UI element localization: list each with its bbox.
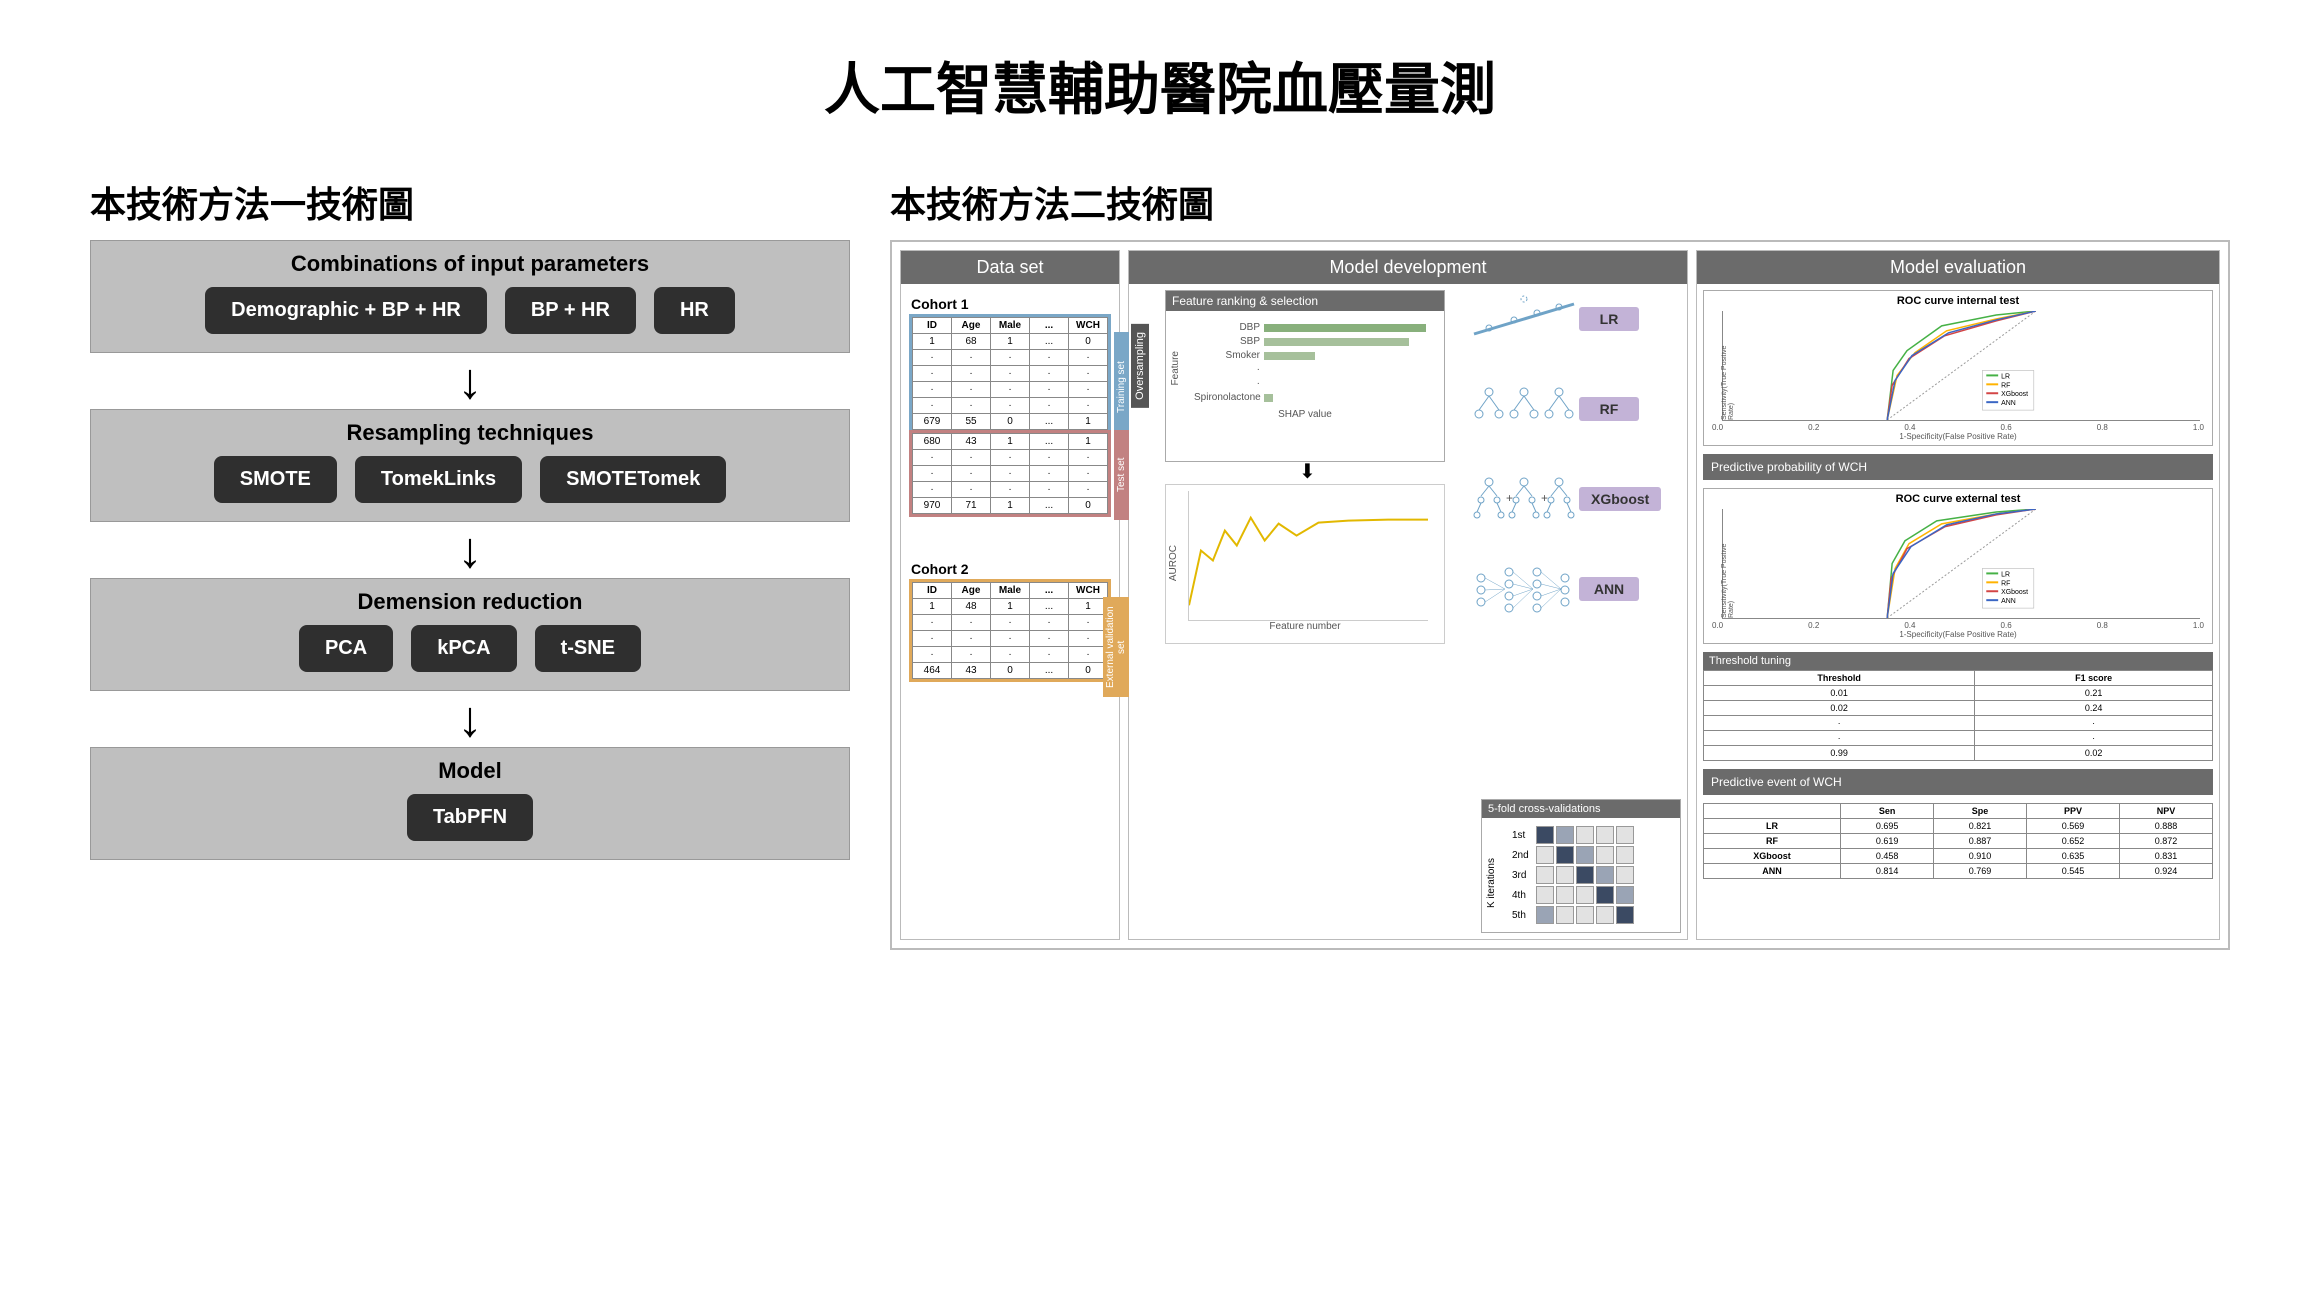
threshold-box: Threshold tuningThresholdF1 score0.010.2… — [1703, 652, 2213, 761]
feature-ranking-box: Feature ranking & selectionFeatureDBPSBP… — [1165, 290, 1445, 462]
cohort-label: Cohort 1 — [911, 296, 1111, 312]
event-banner: Predictive event of WCH — [1703, 769, 2213, 795]
pill: Demographic + BP + HR — [205, 287, 487, 334]
pill: SMOTETomek — [540, 456, 726, 503]
svg-text:RF: RF — [2001, 580, 2010, 587]
svg-text:+: + — [1541, 491, 1548, 505]
set-tag: Test set — [1114, 430, 1129, 520]
roc-chart: ROC curve internal testLRRFXGboostANNSen… — [1703, 290, 2213, 446]
down-arrow-icon: ⬇ — [1299, 459, 1316, 484]
cohort-label: Cohort 2 — [911, 561, 1111, 577]
model-row: RF — [1469, 384, 1669, 434]
oversampling-tag: Oversampling — [1131, 324, 1149, 408]
stage-title: Combinations of input parameters — [105, 251, 835, 277]
model-tag: ANN — [1579, 577, 1639, 601]
svg-text:XGboost: XGboost — [2001, 589, 2028, 596]
svg-text:+: + — [1506, 491, 1513, 505]
svg-text:LR: LR — [2001, 571, 2010, 578]
pipeline-stage: Demension reduction PCA kPCA t-SNE — [90, 578, 850, 691]
model-row: LR — [1469, 294, 1669, 344]
pill: BP + HR — [505, 287, 636, 334]
model-row: ++XGboost — [1469, 474, 1669, 524]
model-row: ANN — [1469, 564, 1669, 614]
cohort-table: 680431...1···············970711...0 — [912, 433, 1108, 514]
pipeline-stage: Model TabPFN — [90, 747, 850, 860]
rf-icon — [1469, 384, 1579, 434]
down-arrow-icon: ↓ — [90, 522, 850, 578]
modeldev-panel: Model development Oversampling Feature ra… — [1128, 250, 1688, 940]
dataset-panel: Data set Cohort 1Training setIDAgeMale..… — [900, 250, 1120, 940]
model-tag: LR — [1579, 307, 1639, 331]
stage-title: Model — [105, 758, 835, 784]
set-tag: Training set — [1114, 332, 1129, 442]
pill: HR — [654, 287, 735, 334]
svg-text:ANN: ANN — [2001, 400, 2016, 407]
svg-text:ANN: ANN — [2001, 598, 2016, 605]
lr-icon — [1469, 294, 1579, 344]
pipeline-stage: Resampling techniques SMOTE TomekLinks SMOT… — [90, 409, 850, 522]
down-arrow-icon: ↓ — [90, 691, 850, 747]
cohort-table: IDAgeMale...WCH1681...0·················… — [912, 317, 1108, 430]
pill: TabPFN — [407, 794, 533, 841]
method-1-column: 本技術方法一技術圖 Combinations of input paramete… — [90, 176, 850, 950]
cohort-table: IDAgeMale...WCH1481...1···············46… — [912, 582, 1108, 679]
eval-panel: Model evaluation ROC curve internal test… — [1696, 250, 2220, 940]
pill: kPCA — [411, 625, 516, 672]
method-2-column: 本技術方法二技術圖 Data set Cohort 1 Training set I… — [890, 176, 2230, 950]
set-tag: External validation set — [1103, 597, 1129, 697]
method-1-heading: 本技術方法一技術圖 — [90, 176, 850, 228]
main-title: 人工智慧輔助醫院血壓量測 — [0, 0, 2320, 126]
feature-ranking-title: Feature ranking & selection — [1166, 291, 1444, 311]
pill: SMOTE — [214, 456, 337, 503]
pill: t-SNE — [535, 625, 641, 672]
prob-banner: Predictive probability of WCH — [1703, 454, 2213, 480]
model-tag: RF — [1579, 397, 1639, 421]
ann-icon — [1469, 564, 1579, 614]
metrics-table: SenSpePPVNPVLR0.6950.8210.5690.888RF0.61… — [1703, 803, 2213, 879]
method-2-diagram: Data set Cohort 1 Training set IDAgeMale..… — [890, 240, 2230, 950]
xgb-icon: ++ — [1469, 474, 1579, 524]
stage-title: Resampling techniques — [105, 420, 835, 446]
svg-text:LR: LR — [2001, 373, 2010, 380]
dataset-panel-title: Data set — [901, 251, 1119, 284]
pill: TomekLinks — [355, 456, 522, 503]
roc-chart: ROC curve external testLRRFXGboostANNSen… — [1703, 488, 2213, 644]
down-arrow-icon: ↓ — [90, 353, 850, 409]
modeldev-panel-title: Model development — [1129, 251, 1687, 284]
pipeline-stage: Combinations of input parameters Demograp… — [90, 240, 850, 353]
stage-title: Demension reduction — [105, 589, 835, 615]
eval-panel-title: Model evaluation — [1697, 251, 2219, 284]
svg-text:XGboost: XGboost — [2001, 391, 2028, 398]
model-tag: XGboost — [1579, 487, 1661, 511]
svg-text:RF: RF — [2001, 382, 2010, 389]
auroc-box: AUROCFeature number — [1165, 484, 1445, 644]
pill: PCA — [299, 625, 393, 672]
cv-box: 5-fold cross-validationsK iterations1st2… — [1481, 799, 1681, 933]
method-2-heading: 本技術方法二技術圖 — [890, 176, 2230, 228]
